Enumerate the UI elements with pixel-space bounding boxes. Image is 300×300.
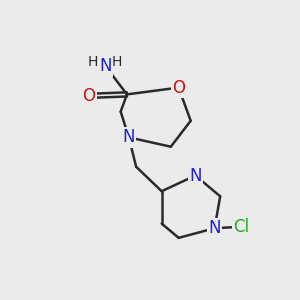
- Text: N: N: [123, 128, 135, 146]
- Text: N: N: [189, 167, 202, 184]
- Text: O: O: [82, 87, 95, 105]
- Text: Cl: Cl: [233, 218, 249, 236]
- Text: H: H: [87, 55, 98, 69]
- Text: N: N: [208, 219, 221, 237]
- Text: O: O: [172, 79, 185, 97]
- Text: H: H: [112, 55, 122, 69]
- Text: N: N: [100, 57, 112, 75]
